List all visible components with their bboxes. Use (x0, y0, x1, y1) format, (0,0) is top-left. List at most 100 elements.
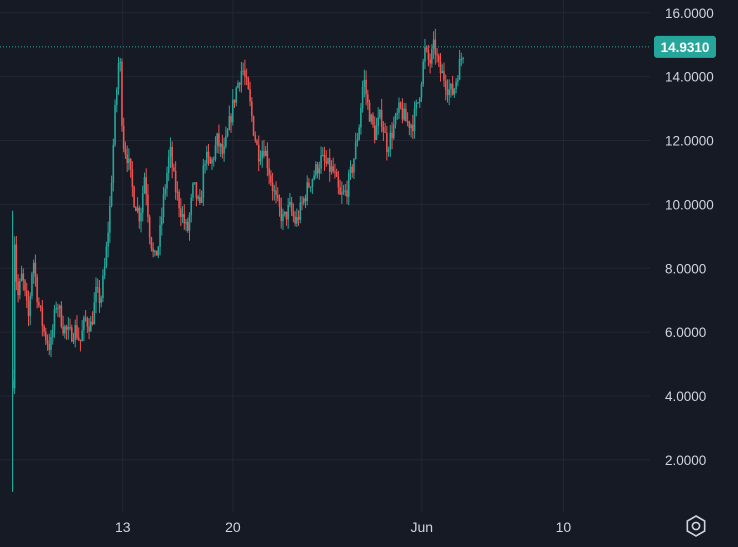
candle-body (439, 61, 442, 74)
candle-body (266, 150, 269, 168)
candle-body (321, 154, 324, 156)
price-tick-label: 12.0000 (665, 134, 714, 149)
candle-body (114, 104, 116, 145)
candle-body (225, 136, 227, 147)
price-tick-label: 16.0000 (665, 6, 714, 21)
candle-body (271, 182, 274, 191)
candle-body (185, 222, 187, 224)
candle-body (233, 99, 236, 103)
candle-body (202, 165, 205, 198)
candle-body (209, 157, 212, 164)
candle-body (259, 158, 262, 162)
candle-body (155, 250, 158, 256)
candle-body (328, 158, 331, 172)
candle-body (167, 156, 170, 173)
candle-body (76, 325, 78, 338)
candle-body (86, 318, 89, 327)
candle-body (347, 173, 350, 197)
candle-body (122, 125, 125, 149)
candle-body (38, 302, 40, 306)
candle-body (84, 317, 87, 319)
candle-body (207, 151, 210, 158)
candle-body (95, 287, 97, 303)
price-tick-label: 2.0000 (665, 453, 706, 468)
candle-body (64, 326, 66, 334)
candle-body (102, 275, 104, 299)
candle-body (413, 108, 416, 132)
candle-body (57, 308, 59, 310)
candle-body (309, 186, 312, 188)
gear-hexagon-icon[interactable] (686, 515, 706, 537)
candle-body (50, 336, 52, 351)
candle-body (136, 207, 139, 212)
candle-body (377, 117, 379, 127)
candle-body (148, 216, 151, 238)
candle-body (379, 109, 381, 118)
candle-body (251, 101, 253, 117)
candle-body (72, 339, 75, 342)
candle-body (351, 166, 354, 173)
candle-body (242, 70, 244, 72)
candle-body (58, 305, 61, 309)
candle-body (214, 145, 217, 159)
candle-body (334, 171, 336, 173)
candle-body (112, 144, 115, 183)
candle-body (143, 177, 146, 194)
candle-body (458, 59, 461, 80)
candle-body (268, 167, 270, 176)
candle-body (212, 158, 215, 160)
candle-body (44, 331, 47, 341)
candle-body (77, 337, 80, 340)
price-axis[interactable]: 2.0000 4.0000 6.0000 8.0000 10.0000 12.0000 14… (665, 6, 714, 468)
candle-body (283, 211, 286, 215)
candle-body (341, 192, 343, 195)
candle-body (90, 321, 92, 332)
candle-body (344, 190, 347, 192)
candle-body (70, 327, 73, 342)
candle-body (180, 208, 182, 218)
candle-body (181, 214, 184, 218)
candle-body (20, 273, 23, 282)
candle-body (105, 246, 108, 267)
candle-body (128, 158, 130, 163)
candle-body (455, 81, 457, 89)
candle-body (290, 201, 293, 212)
candle-body (370, 114, 373, 122)
candle-body (32, 262, 35, 274)
candle-body (22, 273, 25, 281)
candle-body (422, 61, 425, 85)
candle-body (109, 205, 111, 233)
candle-body (240, 70, 243, 85)
candle-body (280, 207, 283, 222)
candle-body (287, 204, 289, 220)
candle-body (391, 132, 393, 139)
candle-body (188, 214, 191, 231)
candle-body (263, 150, 265, 156)
candle-body (117, 63, 120, 90)
candle-body (60, 305, 63, 327)
candle-body (451, 83, 454, 95)
candle-body (425, 47, 428, 50)
candle-body (193, 182, 196, 184)
candle-body (124, 148, 127, 155)
candle-body (394, 114, 397, 125)
candle-body (325, 161, 328, 164)
candle-body (200, 197, 203, 203)
candle-body (398, 102, 400, 113)
candle-body (375, 126, 378, 140)
candle-body (415, 102, 418, 109)
candle-body (199, 196, 201, 203)
last-price-label: 14.9310 (654, 35, 716, 58)
price-tick-label: 10.0000 (665, 197, 714, 212)
candle-body (356, 139, 359, 142)
candle-body (399, 102, 402, 108)
candle-body (238, 83, 241, 85)
candle-body (297, 217, 300, 220)
candle-body (257, 144, 260, 162)
candle-body (396, 112, 399, 115)
time-axis[interactable]: 13 20 Jun 10 (115, 519, 571, 535)
candle-body (270, 175, 272, 183)
candle-body (19, 281, 21, 296)
candle-body (412, 125, 414, 132)
